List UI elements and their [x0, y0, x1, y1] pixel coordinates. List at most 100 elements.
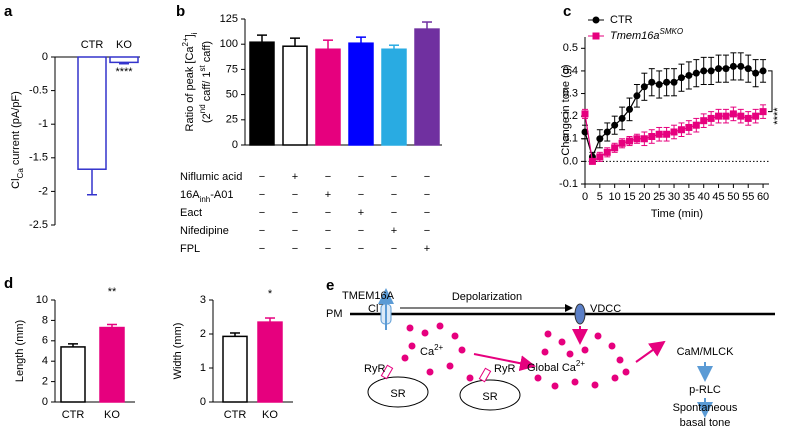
treatment-sign: −: [424, 225, 430, 237]
x-tick-label: 45: [712, 191, 724, 203]
bar: [109, 56, 139, 64]
treatment-sign: −: [292, 189, 298, 201]
diagram-label: Depolarization: [452, 291, 522, 303]
point: [685, 71, 693, 79]
y-tick-label: -0.1: [559, 178, 578, 190]
diagram-label: Ca2+: [420, 343, 444, 358]
y-tick-label: 0.4: [563, 65, 578, 77]
point: [707, 114, 715, 122]
diagram-label: VDCC: [590, 303, 621, 315]
bar: [99, 326, 125, 403]
x-tick-label: 50: [727, 191, 739, 203]
treatment-sign: −: [358, 189, 364, 201]
y-tick-label: 8: [42, 314, 48, 326]
panel-label: e: [326, 277, 334, 294]
text-segment: Cl: [10, 178, 22, 188]
y-tick-label: 1: [200, 362, 206, 374]
point: [618, 139, 626, 147]
treatment-label: Nifedipine: [180, 225, 229, 237]
panel-label: d: [4, 275, 13, 292]
bar: [282, 45, 308, 146]
x-tick-label: KO: [262, 409, 278, 421]
point: [633, 135, 641, 143]
x-tick-label: CTR: [224, 409, 247, 421]
y-axis-label: Ratio of peak [Ca2+]i: [181, 32, 199, 131]
text-segment: caff/ 1: [201, 71, 213, 104]
point: [677, 126, 685, 134]
legend-label: Tmem16aSMKO: [610, 27, 683, 42]
y-tick-label: 75: [226, 63, 238, 75]
point: [663, 78, 671, 86]
text-segment: Global Ca: [527, 362, 577, 374]
point: [759, 67, 767, 75]
y-tick-label: 0: [42, 51, 48, 63]
text-segment: (2: [201, 113, 213, 123]
y-tick-label: -1: [38, 118, 48, 130]
bar: [222, 335, 248, 403]
panel-label: a: [4, 3, 13, 20]
y-tick-label: 10: [36, 294, 48, 306]
significance: **: [108, 286, 117, 298]
point: [700, 117, 708, 125]
legend-label: CTR: [610, 14, 633, 26]
diagram-label: SR: [390, 388, 405, 400]
legend-marker: [592, 16, 600, 24]
point: [707, 67, 715, 75]
treatment-sign: +: [358, 207, 364, 219]
point: [759, 108, 767, 116]
diagram-label: TMEM16A: [342, 290, 395, 302]
x-tick-label: 25: [653, 191, 665, 203]
supscript: −: [378, 300, 383, 309]
treatment-sign: −: [358, 171, 364, 183]
text-segment: ]: [184, 34, 196, 37]
panel-label: b: [176, 3, 185, 20]
point: [648, 78, 656, 86]
supscript: nd: [198, 104, 207, 113]
y-tick-label: -1.5: [29, 152, 48, 164]
treatment-sign: −: [358, 243, 364, 255]
supscript: st: [198, 64, 207, 71]
treatment-sign: −: [292, 243, 298, 255]
y-axis-label: (2nd caff/ 1st caff): [198, 41, 213, 123]
treatment-label: 16Ainh-A01: [180, 189, 234, 204]
diagram-label: p-RLC: [689, 384, 721, 396]
y-axis-label: ClCa current (pA/pF): [10, 91, 25, 189]
treatment-label: FPL: [180, 243, 200, 255]
treatment-sign: −: [391, 171, 397, 183]
y-tick-label: 50: [226, 89, 238, 101]
bar: [60, 346, 86, 403]
supscript: 2+: [576, 359, 585, 368]
y-tick-label: 100: [220, 38, 238, 50]
y-tick-label: -0.5: [29, 85, 48, 97]
point: [603, 148, 611, 156]
subscript: i: [190, 32, 199, 34]
diagram-label: Global Ca2+: [527, 359, 585, 374]
x-tick-label: 15: [623, 191, 635, 203]
point: [729, 110, 737, 118]
y-tick-label: 0.5: [563, 42, 578, 54]
diagram-label: PM: [326, 308, 343, 320]
ca-arrow: [635, 340, 666, 363]
treatment-sign: −: [424, 207, 430, 219]
x-axis-label: Time (min): [651, 208, 703, 220]
x-tick-label: 40: [698, 191, 710, 203]
treatment-sign: −: [325, 225, 331, 237]
panel-label: c: [563, 3, 571, 20]
y-axis-label: Width (mm): [172, 323, 184, 380]
text-segment: Ratio of peak [Ca: [184, 46, 196, 132]
subscript: inh: [200, 195, 211, 204]
x-tick-label: 35: [683, 191, 695, 203]
x-tick-label: KO: [104, 409, 120, 421]
point: [655, 130, 663, 138]
significance: *: [268, 288, 273, 300]
significance-bracket: [768, 70, 773, 113]
diagram-label: CaM/MLCK: [677, 346, 735, 358]
x-tick-label: KO: [116, 39, 132, 51]
point: [640, 135, 648, 143]
point: [581, 110, 589, 118]
ca-dots: [401, 322, 630, 390]
point: [611, 144, 619, 152]
point: [596, 153, 604, 161]
point: [744, 114, 752, 122]
